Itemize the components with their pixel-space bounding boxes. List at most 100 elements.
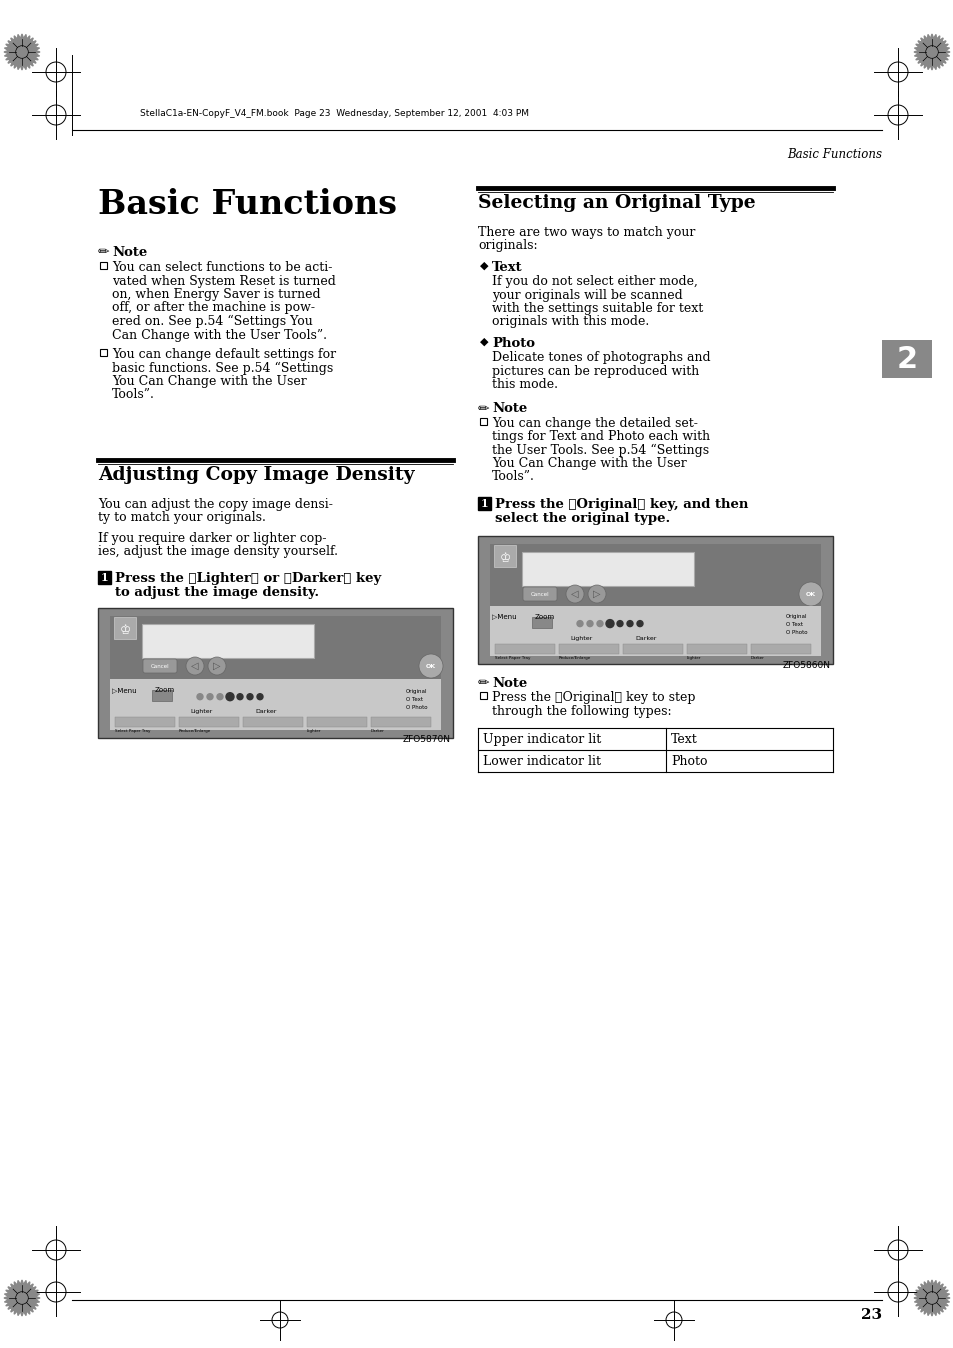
Bar [750, 643, 810, 654]
Text: Lower indicator lit: Lower indicator lit [482, 755, 600, 768]
Bar [179, 717, 239, 727]
Text: to adjust the image density.: to adjust the image density. [115, 586, 319, 599]
Text: ✏: ✏ [98, 245, 110, 259]
Bar [371, 717, 431, 727]
Bar [100, 349, 107, 356]
Bar [477, 728, 832, 749]
Text: ▷Menu: ▷Menu [112, 686, 136, 693]
FancyBboxPatch shape [522, 586, 557, 601]
Text: ✏: ✏ [477, 675, 489, 690]
Text: Darker: Darker [635, 636, 656, 640]
Text: on, when Energy Saver is turned: on, when Energy Saver is turned [112, 288, 320, 301]
Text: originals with this mode.: originals with this mode. [492, 315, 649, 329]
Text: ◁: ◁ [191, 661, 198, 671]
Text: Tools”.: Tools”. [492, 470, 535, 484]
Circle shape [565, 585, 583, 603]
Text: Tools”.: Tools”. [112, 388, 154, 402]
Text: Photo: Photo [671, 755, 707, 768]
Circle shape [799, 582, 822, 607]
Text: There are two ways to match your: There are two ways to match your [477, 226, 695, 239]
Circle shape [924, 46, 938, 58]
Circle shape [186, 656, 204, 675]
Text: ZFO5860N: ZFO5860N [782, 661, 830, 670]
Text: If you require darker or lighter cop-: If you require darker or lighter cop- [98, 532, 326, 545]
Text: Darker: Darker [371, 729, 384, 733]
Circle shape [587, 585, 605, 603]
Text: Original: Original [785, 613, 806, 619]
Polygon shape [913, 1281, 949, 1316]
Bar [477, 749, 832, 772]
Text: Basic Functions: Basic Functions [786, 148, 882, 160]
Text: 1: 1 [480, 497, 488, 510]
Text: Note: Note [112, 245, 147, 259]
Bar [882, 340, 931, 377]
Text: OK: OK [805, 592, 815, 597]
Text: Press the 【Original】 key, and then: Press the 【Original】 key, and then [495, 497, 747, 511]
Text: Lighter: Lighter [307, 729, 321, 733]
Bar [98, 608, 453, 737]
Text: ▷: ▷ [213, 661, 220, 671]
Bar [490, 545, 821, 605]
Text: vated when System Reset is turned: vated when System Reset is turned [112, 275, 335, 287]
Text: Press the 【Original】 key to step: Press the 【Original】 key to step [492, 692, 695, 704]
Text: Lighter: Lighter [686, 655, 700, 659]
Text: Upper indicator lit: Upper indicator lit [482, 733, 600, 745]
Text: Press the 【Lighter】 or 【Darker】 key: Press the 【Lighter】 or 【Darker】 key [115, 572, 381, 585]
Circle shape [605, 620, 614, 628]
Bar [622, 643, 682, 654]
Bar [113, 617, 136, 639]
Circle shape [247, 694, 253, 700]
Text: ◁: ◁ [571, 589, 578, 599]
Text: tings for Text and Photo each with: tings for Text and Photo each with [492, 430, 709, 443]
Text: Basic Functions: Basic Functions [98, 187, 396, 221]
Circle shape [924, 1291, 938, 1305]
Text: Select Paper Tray: Select Paper Tray [115, 729, 151, 733]
Bar [307, 717, 367, 727]
FancyBboxPatch shape [143, 659, 177, 673]
Text: this mode.: this mode. [492, 377, 558, 391]
Text: Note: Note [492, 403, 527, 415]
Bar [98, 572, 111, 584]
Text: your originals will be scanned: your originals will be scanned [492, 288, 682, 302]
Text: pictures can be reproduced with: pictures can be reproduced with [492, 364, 699, 377]
Circle shape [236, 694, 243, 700]
Text: ZFO5870N: ZFO5870N [402, 735, 451, 744]
Circle shape [207, 694, 213, 700]
Bar [495, 643, 555, 654]
Bar [686, 643, 746, 654]
Bar [110, 616, 440, 678]
Bar [477, 537, 832, 665]
Text: You Can Change with the User: You Can Change with the User [492, 457, 686, 470]
Polygon shape [4, 34, 40, 70]
Text: ered on. See p.54 “Settings You: ered on. See p.54 “Settings You [112, 315, 313, 328]
Bar [477, 497, 491, 510]
Text: Can Change with the User Tools”.: Can Change with the User Tools”. [112, 329, 327, 341]
Text: Cancel: Cancel [530, 592, 549, 597]
Text: Darker: Darker [750, 655, 764, 659]
Circle shape [196, 694, 203, 700]
Text: Text: Text [492, 262, 522, 274]
Text: Text: Text [671, 733, 698, 745]
Text: Darker: Darker [254, 709, 276, 713]
Circle shape [15, 1291, 29, 1305]
Text: Select Paper Tray: Select Paper Tray [495, 655, 530, 659]
Bar [521, 551, 694, 585]
Bar [100, 262, 107, 270]
Text: ◆: ◆ [479, 337, 488, 346]
Bar [243, 717, 303, 727]
Circle shape [577, 620, 582, 627]
Circle shape [216, 694, 223, 700]
Text: ▷: ▷ [593, 589, 600, 599]
Circle shape [597, 620, 602, 627]
Bar [479, 692, 486, 700]
Text: ◆: ◆ [479, 262, 488, 271]
Text: 1: 1 [101, 572, 109, 582]
Circle shape [208, 656, 226, 675]
Text: O Photo: O Photo [785, 630, 807, 635]
Text: You can change default settings for: You can change default settings for [112, 348, 335, 361]
Text: 2: 2 [896, 345, 917, 373]
Bar [142, 624, 314, 658]
Text: You can adjust the copy image densi-: You can adjust the copy image densi- [98, 497, 333, 511]
Text: Original: Original [406, 689, 427, 694]
Circle shape [418, 654, 442, 678]
